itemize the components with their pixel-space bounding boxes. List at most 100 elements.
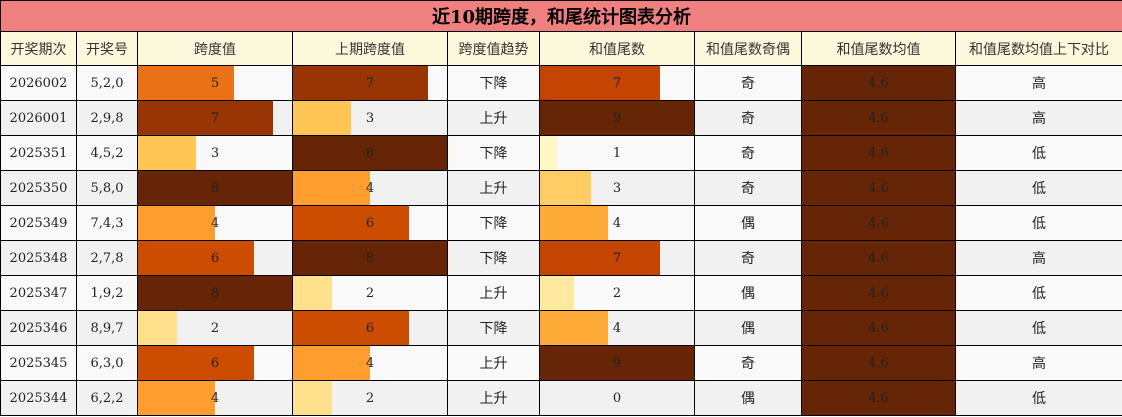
data-bar <box>540 136 558 170</box>
column-header: 开奖期次 <box>0 31 77 66</box>
cell-span: 7 <box>137 100 293 136</box>
table-title: 近10期跨度，和尾统计图表分析 <box>0 0 1122 32</box>
column-header: 跨度值趋势 <box>447 31 540 66</box>
data-label: 4 <box>612 215 622 231</box>
cell-span: 6 <box>137 240 293 276</box>
table-row: 2026001 2,9,8 7 3 上升 9 奇 4.6 高 <box>0 100 1122 136</box>
cell-trend: 上升 <box>447 380 540 416</box>
cell-numbers: 5,8,0 <box>76 170 138 206</box>
cell-trend: 下降 <box>447 205 540 241</box>
column-header: 和值尾数均值 <box>801 31 956 66</box>
cell-period: 2025348 <box>0 240 77 276</box>
data-bar <box>540 206 609 240</box>
cell-mean: 4.6 <box>801 65 956 101</box>
data-label: 6 <box>210 250 220 266</box>
cell-span: 4 <box>137 205 293 241</box>
data-bar <box>293 241 447 275</box>
data-bar <box>138 346 254 380</box>
cell-trend: 上升 <box>447 345 540 381</box>
cell-mean: 4.6 <box>801 135 956 171</box>
cell-parity: 奇 <box>694 170 802 206</box>
cell-period: 2025346 <box>0 310 77 346</box>
data-label: 2 <box>612 285 622 301</box>
column-header: 开奖号 <box>76 31 138 66</box>
data-bar <box>138 381 215 415</box>
data-bar <box>138 241 254 275</box>
data-label: 3 <box>210 145 220 161</box>
data-bar <box>293 206 409 240</box>
cell-numbers: 2,9,8 <box>76 100 138 136</box>
data-bar <box>138 276 292 310</box>
cell-tail: 4 <box>539 310 695 346</box>
cell-parity: 偶 <box>694 310 802 346</box>
cell-parity: 奇 <box>694 65 802 101</box>
data-bar <box>138 101 273 135</box>
cell-compare: 低 <box>954 275 1122 311</box>
cell-trend: 下降 <box>447 65 540 101</box>
cell-span: 5 <box>137 65 293 101</box>
cell-numbers: 6,2,2 <box>76 380 138 416</box>
cell-period: 2025345 <box>0 345 77 381</box>
cell-span: 2 <box>137 310 293 346</box>
cell-compare: 低 <box>954 380 1122 416</box>
cell-prev_span: 7 <box>292 65 448 101</box>
cell-mean: 4.6 <box>801 380 956 416</box>
cell-span: 3 <box>137 135 293 171</box>
cell-compare: 高 <box>954 345 1122 381</box>
data-bar <box>293 346 370 380</box>
cell-tail: 0 <box>539 380 695 416</box>
column-header: 和值尾数 <box>539 31 695 66</box>
table-row: 2025344 6,2,2 4 2 上升 0 偶 4.6 低 <box>0 380 1122 416</box>
data-bar <box>293 136 447 170</box>
data-label: 3 <box>612 180 622 196</box>
header-row: 开奖期次 开奖号 跨度值 上期跨度值 跨度值趋势 和值尾数 和值尾数奇偶 和值尾数均值 和值尾数… <box>0 31 1122 66</box>
cell-prev_span: 8 <box>292 240 448 276</box>
cell-prev_span: 8 <box>292 135 448 171</box>
data-label: 4 <box>365 355 375 371</box>
cell-parity: 偶 <box>694 275 802 311</box>
data-bar <box>540 66 660 100</box>
table-row: 2025350 5,8,0 8 4 上升 3 奇 4.6 低 <box>0 170 1122 206</box>
cell-parity: 偶 <box>694 380 802 416</box>
cell-numbers: 2,7,8 <box>76 240 138 276</box>
cell-trend: 上升 <box>447 275 540 311</box>
data-label: 8 <box>210 285 220 301</box>
cell-period: 2025350 <box>0 170 77 206</box>
cell-span: 4 <box>137 380 293 416</box>
cell-prev_span: 4 <box>292 170 448 206</box>
table-row: 2025348 2,7,8 6 8 下降 7 奇 4.6 高 <box>0 240 1122 276</box>
cell-numbers: 7,4,3 <box>76 205 138 241</box>
data-label: 0 <box>612 390 622 406</box>
cell-tail: 3 <box>539 170 695 206</box>
cell-tail: 7 <box>539 240 695 276</box>
data-bar <box>138 66 235 100</box>
data-bar <box>293 381 332 415</box>
table-row: 2025346 8,9,7 2 6 下降 4 偶 4.6 低 <box>0 310 1122 346</box>
data-label: 6 <box>365 320 375 336</box>
cell-prev_span: 3 <box>292 100 448 136</box>
cell-tail: 9 <box>539 345 695 381</box>
cell-trend: 上升 <box>447 170 540 206</box>
cell-compare: 高 <box>954 65 1122 101</box>
cell-span: 6 <box>137 345 293 381</box>
data-label: 2 <box>365 285 375 301</box>
table-row: 2025347 1,9,2 8 2 上升 2 偶 4.6 低 <box>0 275 1122 311</box>
cell-trend: 下降 <box>447 135 540 171</box>
cell-span: 8 <box>137 275 293 311</box>
data-label: 7 <box>612 250 622 266</box>
data-bar <box>540 276 575 310</box>
cell-numbers: 1,9,2 <box>76 275 138 311</box>
table-row: 2026002 5,2,0 5 7 下降 7 奇 4.6 高 <box>0 65 1122 101</box>
data-label: 7 <box>612 75 622 91</box>
cell-trend: 上升 <box>447 100 540 136</box>
data-label: 8 <box>210 180 220 196</box>
data-bar <box>293 171 370 205</box>
cell-mean: 4.6 <box>801 240 956 276</box>
cell-parity: 偶 <box>694 205 802 241</box>
cell-mean: 4.6 <box>801 100 956 136</box>
cell-mean: 4.6 <box>801 205 956 241</box>
cell-compare: 高 <box>954 240 1122 276</box>
cell-tail: 4 <box>539 205 695 241</box>
data-label: 1 <box>612 145 622 161</box>
data-bar <box>293 311 409 345</box>
